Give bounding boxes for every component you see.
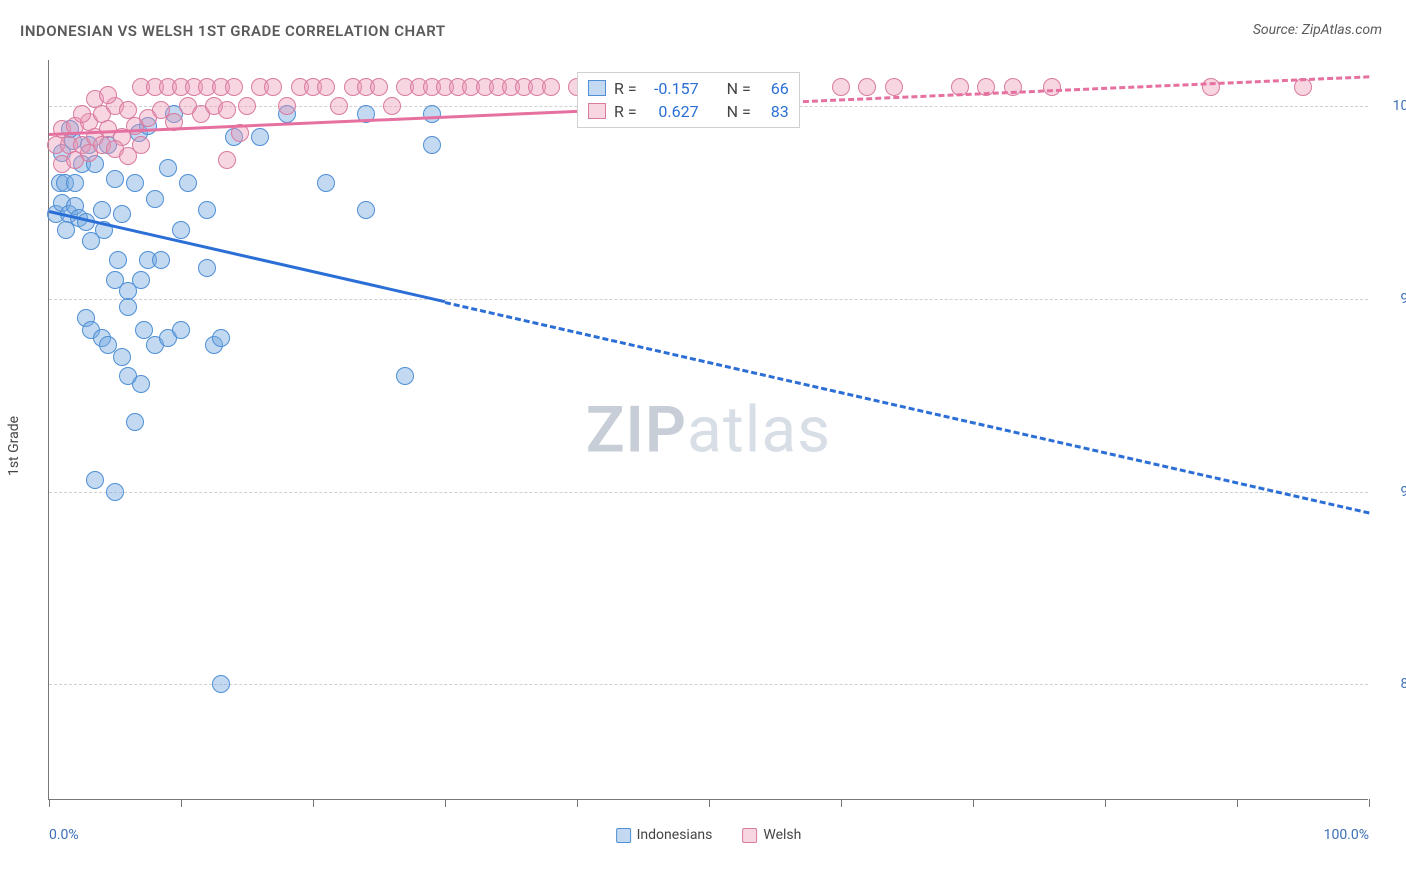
watermark-light: atlas	[687, 392, 831, 467]
data-point-indonesians	[159, 159, 177, 177]
y-axis-label: 1st Grade	[6, 416, 22, 476]
stat-r-value: 0.627	[645, 102, 699, 121]
stats-row: R = -0.157 N = 66	[588, 77, 789, 100]
data-point-indonesians	[396, 367, 414, 385]
x-tick-label: 0.0%	[49, 827, 79, 843]
stat-r-label: R =	[614, 102, 637, 121]
data-point-indonesians	[317, 174, 335, 192]
data-point-indonesians	[93, 201, 111, 219]
y-tick-label: 85.0%	[1378, 676, 1406, 692]
x-tick	[313, 799, 314, 807]
y-tick-label: 90.0%	[1378, 484, 1406, 500]
data-point-welsh	[278, 97, 296, 115]
watermark: ZIPatlas	[586, 392, 831, 467]
data-point-indonesians	[57, 221, 75, 239]
data-point-welsh	[832, 78, 850, 96]
x-tick	[577, 799, 578, 807]
data-point-indonesians	[179, 174, 197, 192]
data-point-welsh	[1202, 78, 1220, 96]
stats-box: R = -0.157 N = 66 R = 0.627 N = 83	[577, 72, 800, 128]
data-point-indonesians	[132, 271, 150, 289]
data-point-indonesians	[423, 105, 441, 123]
stat-r-label: R =	[614, 79, 637, 98]
data-point-indonesians	[146, 190, 164, 208]
data-point-indonesians	[106, 170, 124, 188]
stat-n-label: N =	[727, 102, 751, 121]
data-point-welsh	[225, 78, 243, 96]
legend-item: Indonesians	[616, 827, 713, 843]
data-point-welsh	[542, 78, 560, 96]
data-point-indonesians	[119, 298, 137, 316]
data-point-indonesians	[109, 251, 127, 269]
data-point-welsh	[132, 136, 150, 154]
stat-n-value: 66	[759, 79, 789, 98]
data-point-welsh	[317, 78, 335, 96]
data-point-welsh	[73, 105, 91, 123]
y-tick-label: 100.0%	[1378, 98, 1406, 114]
watermark-bold: ZIP	[586, 392, 687, 467]
data-point-indonesians	[212, 329, 230, 347]
data-point-indonesians	[126, 413, 144, 431]
data-point-welsh	[858, 78, 876, 96]
x-tick-label: 100.0%	[1324, 827, 1369, 843]
x-tick	[1237, 799, 1238, 807]
x-tick	[49, 799, 50, 807]
x-tick	[445, 799, 446, 807]
legend-label: Welsh	[763, 827, 801, 843]
legend: Indonesians Welsh	[616, 827, 802, 843]
data-point-welsh	[885, 78, 903, 96]
x-tick	[1369, 799, 1370, 807]
data-point-indonesians	[86, 471, 104, 489]
data-point-indonesians	[198, 259, 216, 277]
data-point-indonesians	[212, 675, 230, 693]
data-point-indonesians	[423, 136, 441, 154]
data-point-welsh	[218, 151, 236, 169]
data-point-welsh	[264, 78, 282, 96]
data-point-indonesians	[106, 271, 124, 289]
stat-n-value: 83	[759, 102, 789, 121]
data-point-indonesians	[172, 321, 190, 339]
source-label: Source: ZipAtlas.com	[1253, 22, 1382, 38]
gridline	[49, 492, 1368, 493]
x-tick	[709, 799, 710, 807]
data-point-indonesians	[126, 174, 144, 192]
data-point-indonesians	[152, 251, 170, 269]
data-point-indonesians	[113, 348, 131, 366]
stats-row: R = 0.627 N = 83	[588, 100, 789, 123]
gridline	[49, 684, 1368, 685]
data-point-indonesians	[113, 205, 131, 223]
data-point-indonesians	[198, 201, 216, 219]
data-point-welsh	[1043, 78, 1061, 96]
data-point-indonesians	[106, 483, 124, 501]
legend-swatch	[588, 80, 606, 96]
data-point-welsh	[99, 86, 117, 104]
x-tick	[973, 799, 974, 807]
data-point-indonesians	[66, 174, 84, 192]
legend-swatch	[616, 828, 631, 843]
stat-r-value: -0.157	[645, 79, 699, 98]
data-point-indonesians	[172, 221, 190, 239]
data-point-indonesians	[119, 367, 137, 385]
legend-label: Indonesians	[637, 827, 713, 843]
data-point-indonesians	[251, 128, 269, 146]
x-tick	[841, 799, 842, 807]
data-point-welsh	[330, 97, 348, 115]
chart-title: INDONESIAN VS WELSH 1ST GRADE CORRELATIO…	[20, 22, 446, 40]
gridline	[49, 299, 1368, 300]
data-point-welsh	[218, 101, 236, 119]
plot-area: ZIPatlas 85.0%90.0%95.0%100.0%0.0%100.0%…	[48, 60, 1368, 800]
trend-line	[445, 301, 1370, 514]
legend-swatch	[742, 828, 757, 843]
legend-swatch	[588, 103, 606, 119]
x-tick	[1105, 799, 1106, 807]
y-tick-label: 95.0%	[1378, 291, 1406, 307]
data-point-welsh	[370, 78, 388, 96]
legend-item: Welsh	[742, 827, 801, 843]
x-tick	[181, 799, 182, 807]
data-point-indonesians	[357, 201, 375, 219]
stat-n-label: N =	[727, 79, 751, 98]
data-point-welsh	[383, 97, 401, 115]
data-point-welsh	[238, 97, 256, 115]
